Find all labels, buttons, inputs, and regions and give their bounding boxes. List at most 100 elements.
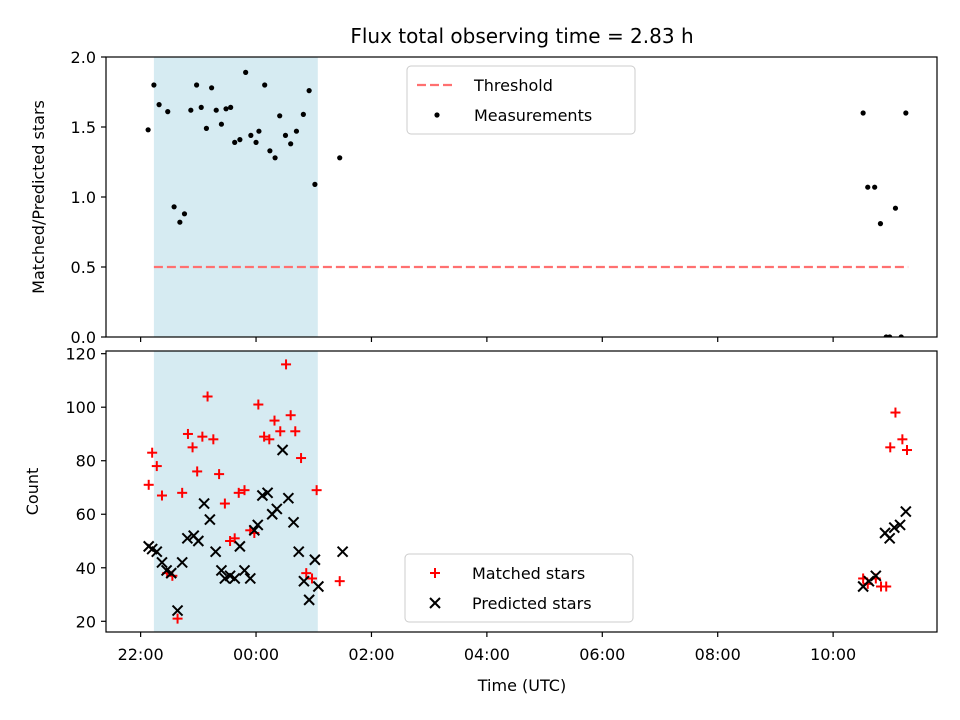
matched-star-marker <box>182 428 193 439</box>
measurement-point <box>288 141 294 147</box>
matched-star-marker <box>290 426 301 437</box>
predicted-star-marker <box>244 572 256 585</box>
predicted-star-marker-b <box>276 444 289 456</box>
chart-title: Flux total observing time = 2.83 h <box>350 24 693 48</box>
predicted-star-marker <box>198 497 210 510</box>
matched-star-marker <box>334 576 345 587</box>
predicted-star-marker-b <box>282 492 295 504</box>
predicted-star-marker-b <box>900 505 912 518</box>
measurement-point <box>262 82 268 88</box>
matched-star-marker <box>192 466 203 477</box>
predicted-star-marker-b <box>146 543 158 555</box>
measurement-point <box>887 334 893 337</box>
predicted-star-marker <box>238 564 251 577</box>
legend-label: Matched stars <box>472 564 585 583</box>
predicted-star-marker-b <box>244 572 256 585</box>
predicted-star-marker <box>312 580 325 593</box>
measurement-point <box>228 104 234 110</box>
measurement-point <box>337 155 343 161</box>
predicted-star-marker-b <box>204 513 216 526</box>
matched-star-marker <box>881 581 892 592</box>
predicted-star-marker-b <box>287 516 300 528</box>
predicted-star-marker <box>176 556 188 569</box>
ratio-y-tick-label: 1.5 <box>71 118 96 137</box>
matched-star-marker <box>259 431 270 442</box>
legend-label: Measurements <box>474 106 592 125</box>
predicted-star-marker-b <box>883 532 896 545</box>
predicted-star-marker <box>192 535 205 547</box>
count-y-tick-label: 20 <box>76 612 96 631</box>
predicted-star-marker-b <box>181 532 194 545</box>
count-y-tick-label: 60 <box>76 505 96 524</box>
predicted-star-marker-b <box>228 572 241 585</box>
predicted-star-marker-b <box>293 546 305 558</box>
matched-star-marker <box>311 485 322 496</box>
measurement-point <box>898 334 904 337</box>
predicted-star-marker-b <box>165 567 177 579</box>
measurement-point <box>232 139 238 145</box>
measurement-point <box>203 125 210 131</box>
predicted-star-marker-b <box>303 594 315 606</box>
matched-star-marker <box>901 445 912 456</box>
predicted-star-marker <box>293 546 305 558</box>
predicted-star-marker-b <box>271 503 283 515</box>
predicted-star-marker-b <box>238 564 251 577</box>
matched-star-marker <box>172 613 183 624</box>
measurement-point <box>223 106 229 112</box>
measurement-point <box>253 139 259 145</box>
matched-star-marker <box>275 426 286 437</box>
predicted-star-marker <box>309 554 321 566</box>
count-series-predicted-stars <box>142 444 912 617</box>
matched-star-marker <box>281 359 292 370</box>
matched-star-marker <box>307 573 318 584</box>
x-tick-label: 22:00 <box>118 645 164 664</box>
matched-star-marker <box>890 407 901 418</box>
count-y-tick-label: 100 <box>65 398 96 417</box>
predicted-star-marker <box>151 546 163 558</box>
measurement-point <box>306 88 312 94</box>
predicted-star-marker <box>228 572 241 585</box>
matched-star-marker <box>177 487 188 498</box>
count-y-tick-label: 80 <box>76 452 96 471</box>
predicted-star-marker-b <box>215 564 228 577</box>
matched-star-marker <box>208 434 219 445</box>
predicted-star-marker <box>204 513 216 526</box>
measurement-point <box>171 204 177 210</box>
measurement-point <box>903 110 909 116</box>
predicted-star-marker <box>282 492 295 504</box>
measurement-point <box>267 148 273 154</box>
measurement-point <box>300 111 306 117</box>
legend-predicted-swatch-b <box>429 597 441 609</box>
count-y-tick-label: 120 <box>65 345 96 364</box>
predicted-star-marker <box>900 505 912 518</box>
predicted-star-marker-b <box>224 570 236 582</box>
matched-star-marker <box>147 447 158 458</box>
predicted-star-marker <box>298 575 310 587</box>
predicted-star-marker <box>303 594 315 606</box>
predicted-star-marker <box>276 444 289 456</box>
measurement-point <box>256 128 262 134</box>
predicted-star-marker-b <box>248 524 261 537</box>
measurement-point <box>177 219 183 225</box>
matched-star-marker <box>264 434 275 445</box>
count-y-axis-label: Count <box>23 468 42 516</box>
ratio-panel: 0.0 0.5 1.0 1.5 2.0 Matched/Predicted stars Th… <box>29 48 938 347</box>
predicted-star-marker-b <box>171 604 184 617</box>
ratio-shaded-interval <box>153 57 318 337</box>
count-panel: 20 40 60 80 100 120 22:00 00:00 02:00 04:00 06:00 0… <box>23 345 938 664</box>
predicted-star-marker-b <box>156 556 168 569</box>
ratio-y-tick-label: 0.5 <box>71 258 96 277</box>
matched-star-marker <box>233 487 244 498</box>
ratio-legend: Threshold Measurements <box>406 65 636 135</box>
predicted-star-marker-b <box>192 535 205 547</box>
predicted-star-marker <box>181 532 194 545</box>
ratio-y-tick-label: 2.0 <box>71 48 96 67</box>
predicted-star-marker <box>234 540 246 553</box>
legend-entry: Matched stars <box>430 564 585 583</box>
measurement-point <box>188 107 194 113</box>
ratio-y-tick-label: 0.0 <box>71 328 96 347</box>
predicted-star-marker-b <box>870 570 882 582</box>
matched-star-marker <box>897 434 908 445</box>
predicted-star-marker <box>215 564 228 577</box>
